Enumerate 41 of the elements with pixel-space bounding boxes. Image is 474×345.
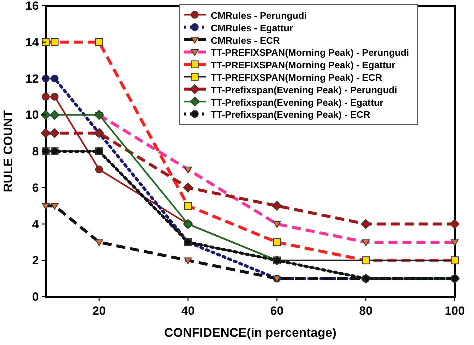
point [41, 128, 51, 138]
point [361, 219, 371, 230]
point [95, 166, 104, 174]
point [50, 203, 59, 210]
y-tick-label: 14 [26, 35, 40, 50]
point [50, 110, 60, 120]
point [183, 182, 194, 193]
point [42, 93, 50, 101]
point [95, 240, 104, 246]
legend-label: TT-Prefixspan(Evening Peak) - Perungudi [211, 85, 398, 96]
point [41, 110, 51, 120]
x-tick-label: 60 [270, 304, 284, 318]
point [50, 128, 60, 138]
y-tick-label: 8 [32, 144, 40, 158]
y-tick-label: 2 [32, 254, 40, 268]
x-tick-label: 40 [182, 304, 196, 318]
x-tick-label: 80 [359, 304, 374, 318]
x-tick-label: 100 [444, 304, 466, 318]
legend-label: TT-PREFIXSPAN(Morning Peak) - ECR [211, 73, 382, 84]
legend-label: CMRules - Egattur [211, 23, 294, 34]
y-tick-label: 16 [26, 0, 40, 13]
point [184, 258, 192, 265]
point [42, 74, 50, 83]
legend-label: TT-Prefixspan(Evening Peak) - ECR [211, 110, 371, 122]
legend-label: TT-Prefixspan(Evening Peak) - Egattur [211, 98, 384, 109]
y-axis-title: RULE COUNT [1, 110, 16, 192]
legend-label: TT-PREFIXSPAN(Morning Peak) - Egattur [211, 60, 396, 72]
y-tick-label: 12 [26, 72, 40, 86]
point [50, 93, 59, 101]
y-tick-label: 6 [32, 180, 40, 195]
legend-label: TT-PREFIXSPAN(Morning Peak) - Perungudi [211, 48, 410, 60]
y-tick-label: 10 [26, 108, 40, 122]
y-tick-label: 0 [32, 290, 40, 304]
legend-label: CMRules - ECR [211, 36, 280, 47]
point [450, 219, 460, 230]
y-tick-label: 4 [32, 217, 40, 232]
x-axis-title: CONFIDENCE(in percentage) [164, 326, 337, 340]
point [50, 74, 59, 83]
point [272, 201, 282, 211]
legend-label: CMRules - Perungudi [211, 11, 308, 22]
x-tick-label: 20 [92, 304, 106, 318]
